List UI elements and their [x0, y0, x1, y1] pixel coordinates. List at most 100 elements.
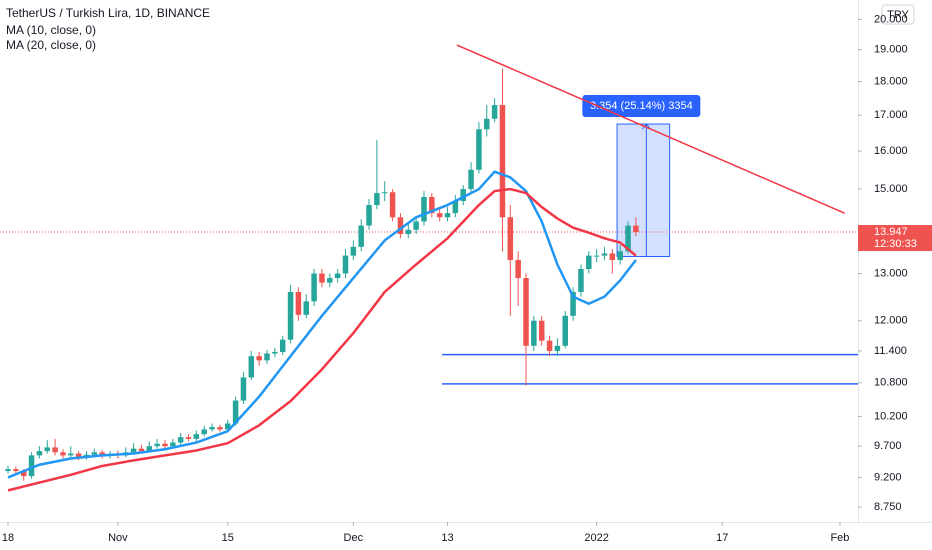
- measure-label: 3.354 (25.14%) 3354: [590, 100, 693, 112]
- legend-entry: MA (20, close, 0): [6, 38, 96, 52]
- candle-body: [170, 442, 176, 447]
- candle-body: [279, 339, 286, 352]
- candle-body: [609, 253, 616, 261]
- y-tick-label: 9.700: [874, 440, 902, 452]
- candle-body: [28, 455, 35, 477]
- candle-body: [295, 291, 302, 315]
- candle-body: [436, 213, 443, 218]
- candle-body: [75, 453, 82, 458]
- candle-body: [177, 437, 184, 443]
- candle-body: [617, 251, 623, 261]
- x-tick-label: Feb: [830, 532, 849, 544]
- measure-box: [616, 123, 671, 258]
- candle-body: [562, 315, 569, 346]
- candle-body: [201, 429, 207, 435]
- candle-body: [507, 217, 514, 261]
- candle-body: [217, 427, 223, 430]
- candle-body: [601, 253, 608, 256]
- measure-arrow-head: [641, 123, 651, 130]
- trend-line: [456, 44, 845, 214]
- last-price-label: 13.947: [874, 226, 908, 238]
- candle-body: [154, 443, 160, 447]
- candle-body: [327, 278, 333, 283]
- y-tick-label: 16.000: [874, 145, 908, 157]
- y-tick-label: 18.000: [874, 75, 908, 87]
- candle-body: [389, 192, 396, 218]
- candle-body: [185, 437, 192, 439]
- candle-body: [586, 255, 592, 269]
- y-tick-label: 15.000: [874, 183, 908, 195]
- x-tick-label: Nov: [108, 532, 128, 544]
- candle-body: [499, 104, 506, 218]
- candle-body: [570, 291, 576, 316]
- candle-body: [413, 221, 419, 230]
- moving-average-line: [7, 187, 637, 492]
- candle-body: [193, 434, 200, 439]
- candle-body: [460, 189, 466, 202]
- candle-body: [240, 377, 247, 401]
- x-tick-label: 2022: [584, 532, 608, 544]
- candle-body: [20, 471, 27, 477]
- candle-body: [130, 448, 137, 453]
- y-tick-label: 9.200: [874, 471, 902, 483]
- y-tick-label: 10.200: [874, 410, 908, 422]
- candle-body: [272, 351, 278, 354]
- candle-body: [13, 469, 19, 472]
- x-tick-label: Dec: [344, 532, 364, 544]
- candle-body: [232, 400, 239, 424]
- x-tick-label: 18: [2, 532, 14, 544]
- candle-body: [350, 246, 357, 256]
- legend-entry: MA (10, close, 0): [6, 23, 96, 37]
- candle-body: [468, 169, 474, 190]
- candle-body: [91, 452, 98, 455]
- candle-body: [303, 301, 309, 315]
- candle-body: [342, 255, 349, 274]
- candle-body: [491, 104, 498, 119]
- moving-average-line: [7, 170, 637, 479]
- candle-body: [381, 192, 388, 194]
- candle-body: [44, 447, 50, 452]
- y-tick-label: 17.000: [874, 109, 908, 121]
- candle-body: [405, 229, 412, 235]
- countdown-label: 12:30:33: [874, 238, 917, 250]
- y-tick-label: 20.000: [874, 13, 908, 25]
- y-tick-label: 8.750: [874, 501, 902, 513]
- candle-body: [209, 427, 215, 430]
- candle-body: [374, 193, 380, 206]
- candle-body: [554, 345, 561, 351]
- candle-body: [523, 278, 529, 346]
- candle-body: [162, 443, 168, 447]
- candle-body: [546, 340, 553, 351]
- candle-body: [358, 225, 364, 247]
- candle-body: [476, 129, 482, 170]
- candle-body: [146, 446, 153, 452]
- candle-body: [311, 273, 317, 302]
- candle-body: [36, 451, 43, 456]
- currency-button[interactable]: TRY: [887, 9, 909, 21]
- candle-body: [264, 353, 270, 361]
- y-tick-label: 19.000: [874, 44, 908, 56]
- candle-body: [531, 320, 537, 346]
- candle-body: [484, 118, 490, 130]
- plot: 3.354 (25.14%) 3354: [0, 44, 858, 492]
- y-tick-label: 13.000: [874, 267, 908, 279]
- y-tick-label: 11.400: [874, 345, 907, 357]
- candle-body: [248, 356, 255, 378]
- candle-body: [334, 273, 341, 279]
- currency-button-frame[interactable]: [881, 4, 915, 25]
- candle-body: [68, 453, 74, 456]
- chart-title: TetherUS / Turkish Lira, 1D, BINANCE: [6, 6, 210, 20]
- y-tick-label: 10.800: [874, 377, 908, 389]
- candle-body: [287, 291, 294, 340]
- x-tick-label: 17: [716, 532, 728, 544]
- x-tick-label: 15: [222, 532, 234, 544]
- legend: TetherUS / Turkish Lira, 1D, BINANCE MA …: [6, 6, 210, 52]
- last-price-box: [858, 225, 932, 252]
- candle-body: [60, 452, 66, 456]
- candle-body: [452, 201, 459, 214]
- candle-body: [256, 356, 262, 361]
- candle-body: [138, 448, 145, 452]
- candle-body: [397, 217, 404, 235]
